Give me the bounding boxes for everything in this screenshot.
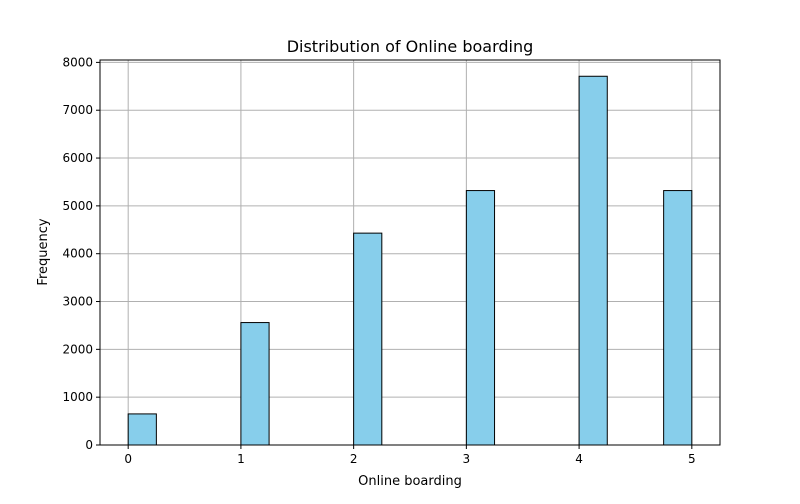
x-tick-label: 0 (124, 452, 132, 466)
y-axis-ticks: 0 1000 2000 3000 4000 5000 6000 7000 8000 (62, 55, 100, 452)
y-tick-label: 0 (85, 438, 93, 452)
x-tick-label: 1 (237, 452, 245, 466)
grid-lines (100, 60, 720, 446)
chart-title: Distribution of Online boarding (287, 37, 534, 56)
x-tick-label: 4 (575, 452, 583, 466)
x-tick-label: 3 (463, 452, 471, 466)
x-tick-label: 2 (350, 452, 358, 466)
y-tick-label: 1000 (62, 390, 93, 404)
plot-frame (99, 59, 721, 446)
histogram-bar-4 (578, 75, 608, 446)
histogram-bar-2 (353, 232, 383, 446)
histogram-bars (127, 75, 693, 446)
histogram-bar-3 (465, 190, 496, 446)
y-tick-label: 2000 (62, 342, 93, 356)
y-tick-label: 6000 (62, 151, 93, 165)
histogram-bar-1 (240, 322, 270, 446)
histogram-bar-5 (663, 190, 693, 446)
y-tick-label: 8000 (62, 55, 93, 69)
x-axis-ticks: 0 1 2 3 4 5 (124, 445, 696, 466)
histogram-bar-0 (127, 413, 157, 446)
x-tick-label: 5 (688, 452, 696, 466)
y-tick-label: 4000 (62, 247, 93, 261)
y-tick-label: 5000 (62, 199, 93, 213)
x-axis-label: Online boarding (358, 474, 462, 489)
y-tick-label: 3000 (62, 295, 93, 309)
y-tick-label: 7000 (62, 103, 93, 117)
y-axis-label: Frequency (36, 218, 51, 285)
